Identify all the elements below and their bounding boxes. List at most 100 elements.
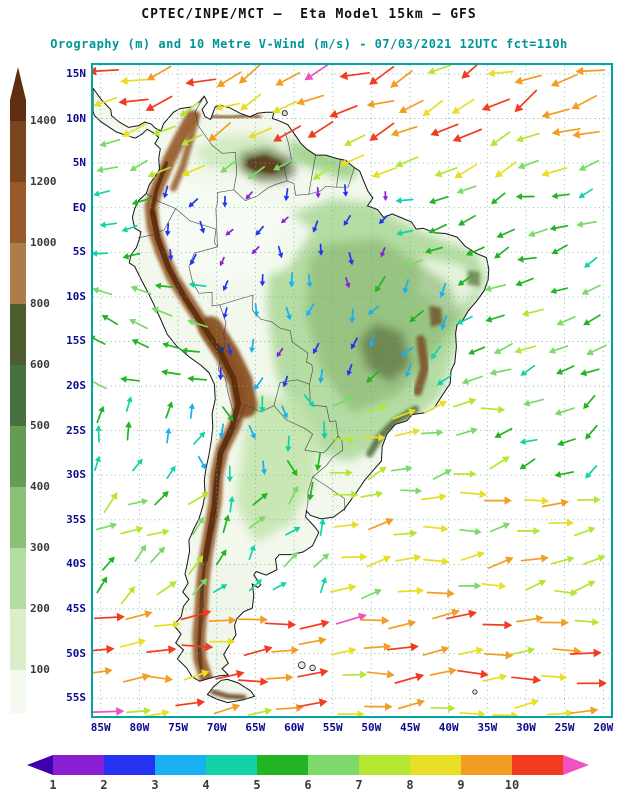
wind-arrow <box>456 429 475 436</box>
wind-arrow <box>392 410 413 420</box>
lat-tick-label: 15S <box>66 334 86 348</box>
wind-vector-layer <box>93 65 607 716</box>
island-falkland-west <box>297 661 306 669</box>
wind-arrow <box>122 98 149 103</box>
wind-arrow <box>453 399 474 408</box>
orography-tick-label: 600 <box>30 358 50 371</box>
wind-arrow <box>401 99 424 112</box>
wind-arrow <box>148 95 173 110</box>
wind-arrow <box>516 617 541 623</box>
wind-arrow <box>283 553 297 568</box>
wind-arrow <box>190 320 209 328</box>
chart-subtitle: Orography (m) and 10 Metre V-Wind (m/s) … <box>50 37 568 51</box>
orography-tick-label: 400 <box>30 480 50 493</box>
wind-arrow <box>93 710 121 713</box>
orography-colorbar-arrow <box>10 67 26 100</box>
wind-arrow <box>394 430 418 437</box>
wind-arrow <box>264 622 293 626</box>
wind-arrow <box>388 621 413 630</box>
wind-arrow <box>574 95 597 108</box>
wind-arrow <box>343 154 365 165</box>
orography-tick-label: 800 <box>30 297 50 310</box>
wind-arrow <box>331 649 354 656</box>
wind-arrow <box>248 517 264 529</box>
wind-arrow <box>397 701 422 710</box>
wind-arrow <box>559 315 576 325</box>
wind-arrow <box>93 68 120 73</box>
wind-arrow <box>288 488 298 505</box>
wind-arrow <box>219 71 242 86</box>
lat-tick-label: 5N <box>72 156 86 170</box>
wind-tick-label: 5 <box>253 778 261 792</box>
wind-arrow <box>497 161 517 176</box>
wind-arrow <box>297 701 324 708</box>
lon-tick-label: 65W <box>245 721 266 734</box>
lat-tick-label: 30S <box>66 468 86 482</box>
orography-tick-label: 100 <box>30 663 50 676</box>
wind-arrow <box>313 555 328 568</box>
wind-arrow <box>238 618 265 621</box>
wind-arrow <box>332 105 358 116</box>
wind-arrow <box>570 709 595 715</box>
wind-arrow <box>521 458 536 469</box>
wind-arrow <box>420 431 441 435</box>
wind-speed-colorbar <box>27 755 589 775</box>
wind-arrow <box>123 78 148 82</box>
wind-arrow <box>574 619 596 624</box>
wind-arrow <box>482 675 505 682</box>
lat-tick-label: 55S <box>66 691 86 705</box>
wind-arrow <box>329 586 354 593</box>
lat-tick-label: 20S <box>66 379 86 393</box>
wind-tick-label: 2 <box>100 778 108 792</box>
wind-arrow <box>422 648 446 656</box>
wind-arrow <box>163 371 181 376</box>
orography-tick-label: 300 <box>30 541 50 554</box>
wind-arrow <box>120 588 134 605</box>
wind-arrow <box>251 127 273 137</box>
wind-arrow <box>554 589 575 594</box>
wind-arrow <box>489 457 508 470</box>
wind-arrow <box>432 611 457 620</box>
wind-arrow <box>298 639 324 646</box>
wind-arrow <box>586 424 598 438</box>
wind-arrow <box>392 70 413 86</box>
wind-arrow <box>222 159 238 172</box>
orography-tick-label: 500 <box>30 419 50 432</box>
wind-arrow <box>510 649 532 656</box>
wind-arrow <box>372 66 395 83</box>
lat-tick-label: 10S <box>66 289 86 303</box>
wind-arrow <box>520 557 546 562</box>
wind-arrow <box>530 228 548 236</box>
wind-arrow <box>487 284 507 290</box>
wind-arrow <box>459 528 479 533</box>
wind-arrow <box>271 649 296 653</box>
wind-arrow <box>188 557 202 575</box>
wind-arrow <box>334 523 356 528</box>
coastline <box>93 87 490 682</box>
wind-arrow <box>459 712 483 715</box>
wind-arrow <box>370 100 395 106</box>
wind-colorbar-arrow-low <box>27 755 53 775</box>
wind-arrow <box>480 407 502 411</box>
lon-tick-label: 20W <box>593 721 614 734</box>
wind-arrow <box>496 427 513 437</box>
wind-arrow <box>483 652 510 657</box>
lon-tick-label: 60W <box>284 721 304 734</box>
wind-arrow <box>588 344 607 354</box>
wind-arrow <box>468 246 485 255</box>
wind-arrow <box>541 501 566 508</box>
wind-arrow <box>551 345 569 353</box>
wind-arrow <box>573 581 593 593</box>
wind-arrow <box>332 397 350 408</box>
wind-arrow <box>517 345 537 352</box>
wind-arrow <box>93 380 107 390</box>
wind-arrow <box>95 524 115 531</box>
coastline-borders-layer <box>93 87 490 704</box>
wind-arrow <box>154 308 173 317</box>
wind-arrow <box>426 591 452 595</box>
lon-tick-label: 35W <box>477 721 498 734</box>
wind-arrow <box>540 675 564 679</box>
lon-tick-label: 45W <box>400 721 420 734</box>
wind-arrow <box>583 556 603 565</box>
